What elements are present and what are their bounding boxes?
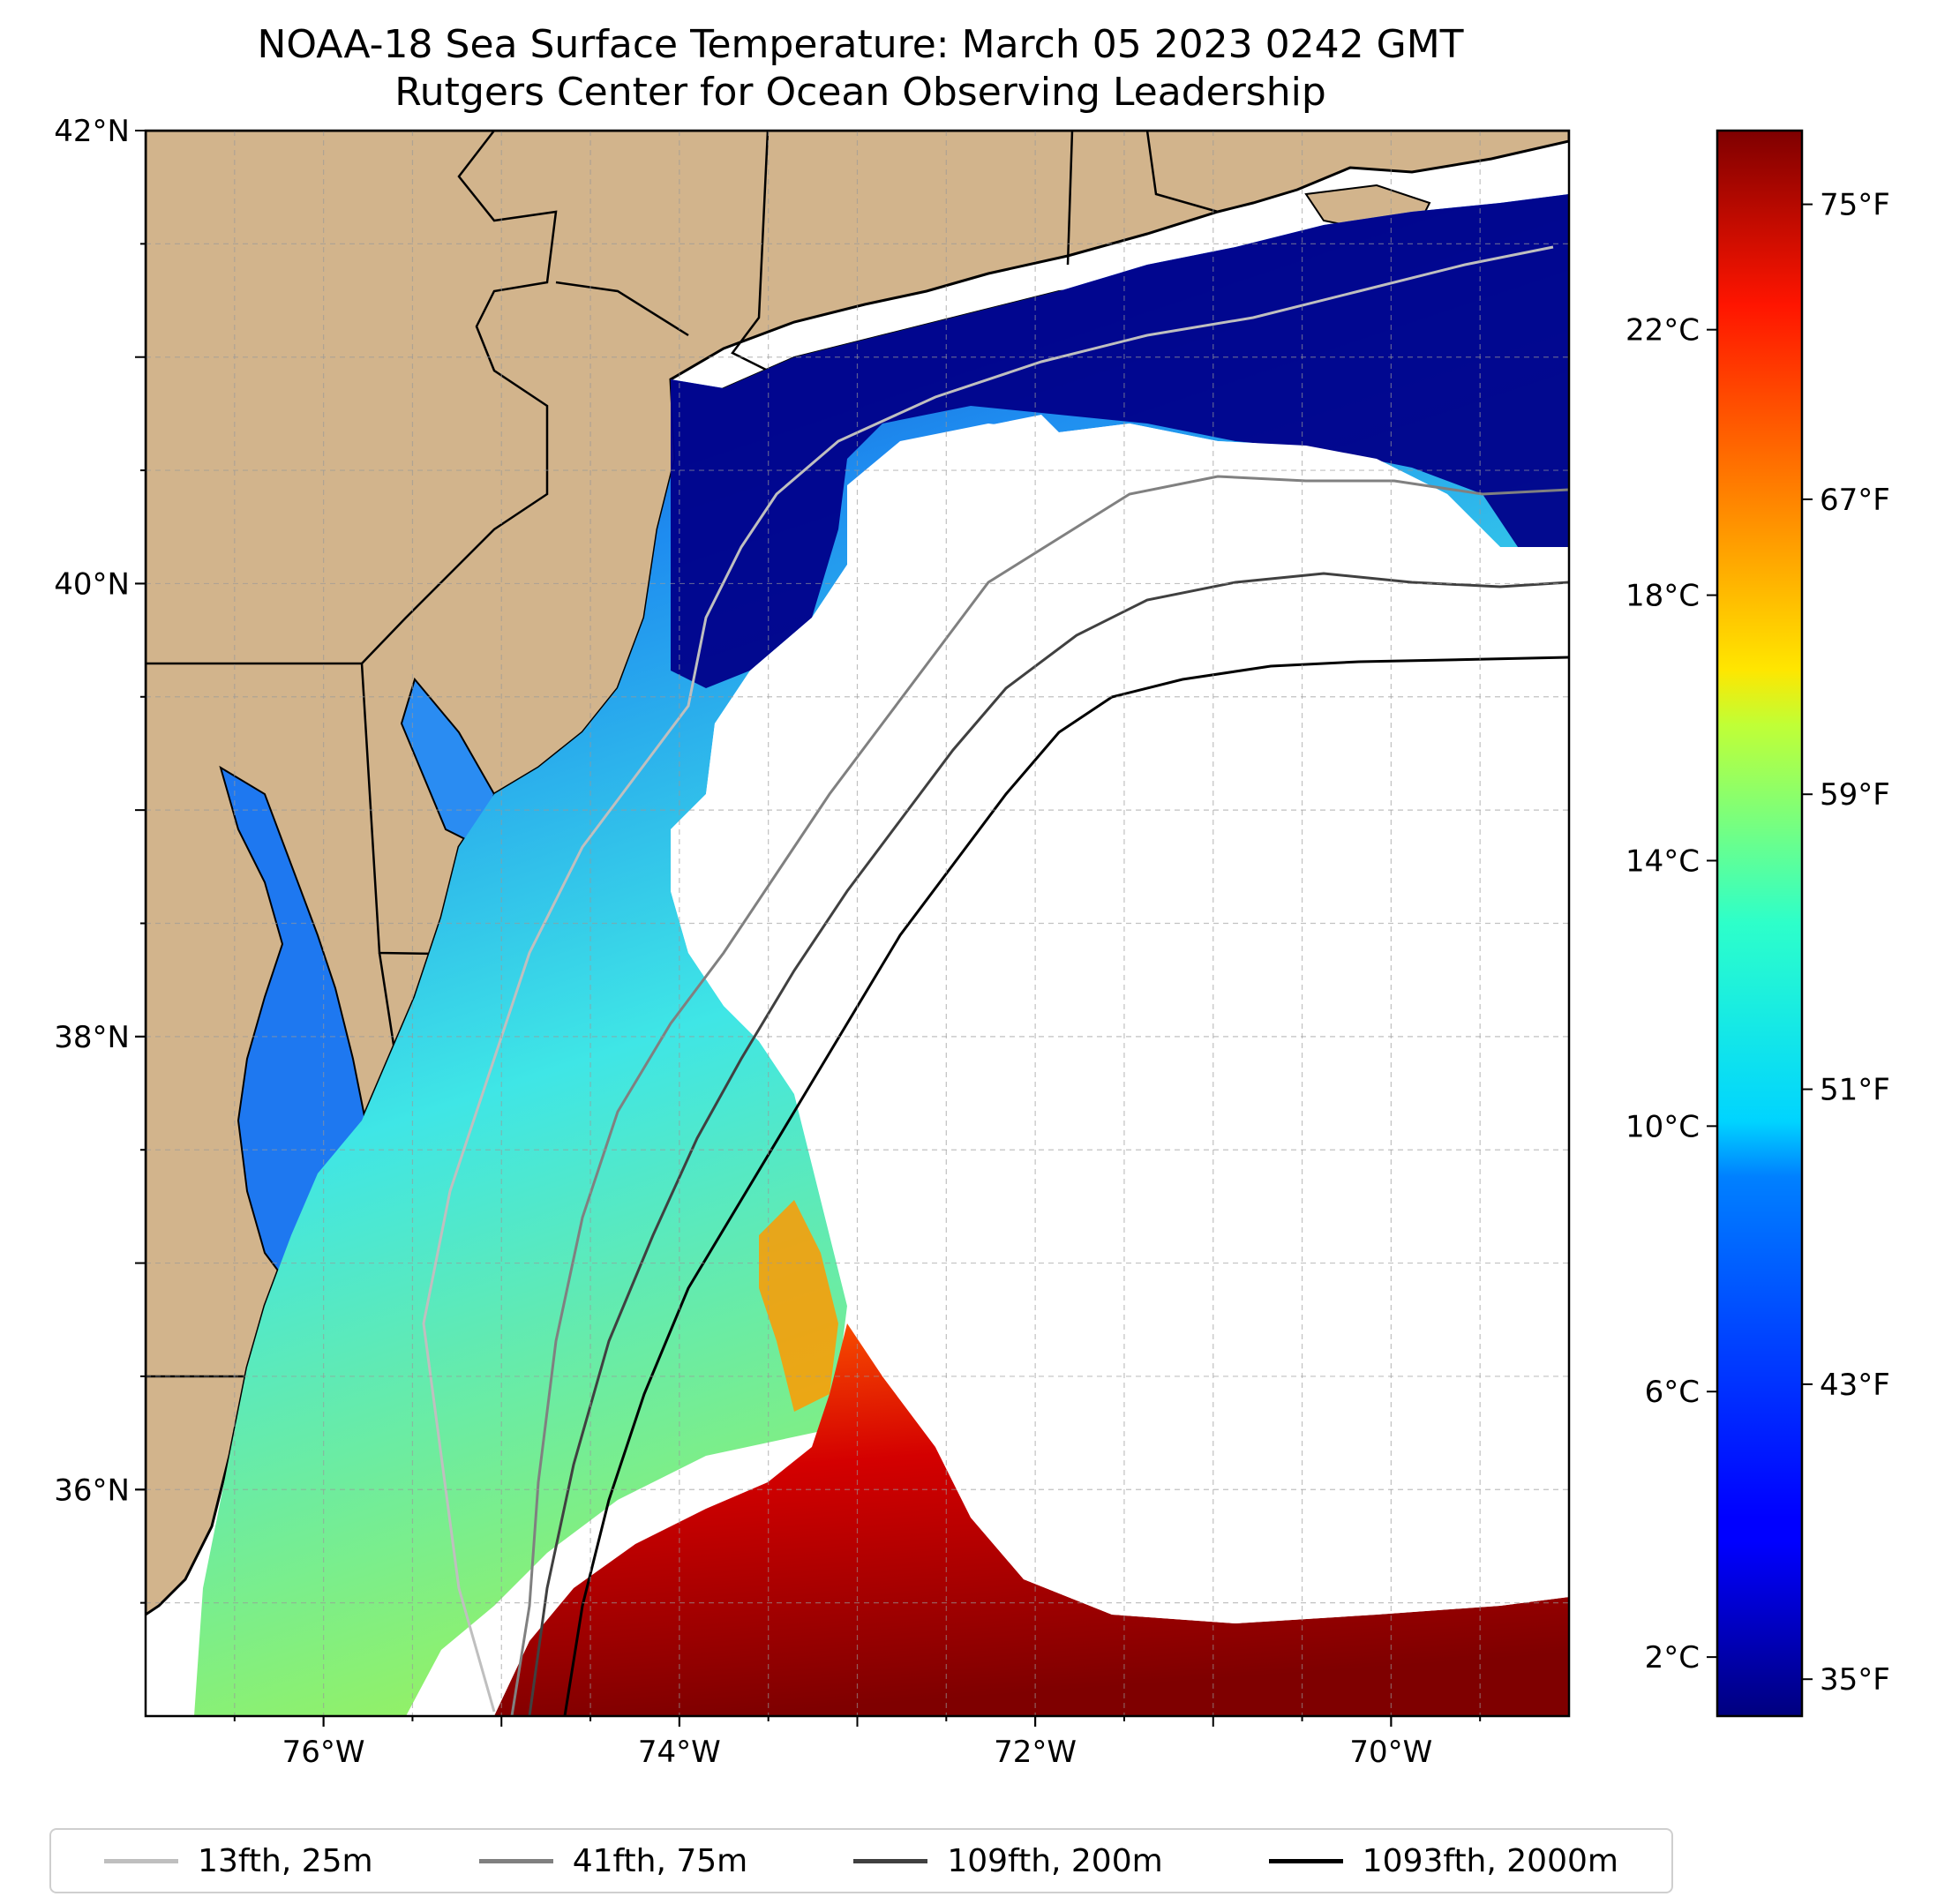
colorbar-label-f: 67°F	[1820, 483, 1890, 518]
legend-swatch	[478, 1858, 553, 1863]
legend-label: 109fth, 200m	[947, 1842, 1163, 1879]
legend-label: 13fth, 25m	[198, 1842, 373, 1879]
chart-subtitle: Rutgers Center for Ocean Observing Leade…	[394, 70, 1326, 115]
legend-swatch	[1268, 1858, 1343, 1863]
colorbar-label-c: 22°C	[1625, 313, 1700, 349]
lat-tick-label: 36°N	[54, 1473, 130, 1508]
cloud-mask	[671, 415, 1569, 1623]
colorbar-label-c: 18°C	[1625, 579, 1700, 614]
legend-label: 1093fth, 2000m	[1362, 1842, 1618, 1879]
colorbar-label-c: 2°C	[1645, 1640, 1700, 1675]
lat-tick-label: 42°N	[54, 114, 130, 149]
colorbar-label-c: 6°C	[1645, 1375, 1700, 1410]
colorbar-label-f: 59°F	[1820, 777, 1890, 813]
sst-warm-filament	[759, 1200, 838, 1412]
colorbar-label-c: 10°C	[1625, 1109, 1700, 1144]
colorbar-label-f: 51°F	[1820, 1073, 1890, 1108]
sst-shelf-cool-water	[194, 194, 1569, 1716]
sst-cold-northeast	[671, 194, 1569, 688]
colorbar-label-f: 35°F	[1820, 1662, 1890, 1698]
chart-title: NOAA-18 Sea Surface Temperature: March 0…	[257, 22, 1464, 67]
isobath-contours	[422, 245, 1569, 1716]
lon-tick-label: 74°W	[638, 1735, 721, 1770]
legend-swatch	[104, 1858, 179, 1863]
sst-gulf-stream	[494, 1323, 1569, 1716]
legend-item-2000m: 1093fth, 2000m	[1268, 1842, 1618, 1879]
legend-label: 41fth, 75m	[572, 1842, 748, 1879]
map-axes: 42°N 40°N 38°N 36°N 76°W 74°W 72°W 70°W	[54, 114, 1482, 1770]
isobath-legend: 13fth, 25m 41fth, 75m 109fth, 200m 1093f…	[49, 1828, 1673, 1893]
colorbar	[1716, 129, 1804, 1718]
lon-tick-label: 76°W	[282, 1735, 365, 1770]
lon-tick-label: 70°W	[1349, 1735, 1432, 1770]
legend-item-75m: 41fth, 75m	[478, 1842, 748, 1879]
map-gridlines	[146, 131, 1569, 1716]
delaware-bay	[400, 677, 496, 849]
colorbar-ticks: 75°F 67°F 59°F 51°F 43°F 35°F 22°C 18°C 14°C 10°C…	[1625, 188, 1890, 1698]
colorbar-label-f: 43°F	[1820, 1368, 1890, 1403]
colorbar-label-f: 75°F	[1820, 188, 1890, 223]
lat-tick-label: 38°N	[54, 1020, 130, 1055]
lat-tick-label: 40°N	[54, 566, 130, 602]
legend-item-25m: 13fth, 25m	[104, 1843, 373, 1879]
legend-swatch	[853, 1858, 928, 1863]
legend-item-200m: 109fth, 200m	[853, 1842, 1163, 1879]
lon-tick-label: 72°W	[994, 1735, 1077, 1770]
colorbar-label-c: 14°C	[1625, 843, 1700, 879]
